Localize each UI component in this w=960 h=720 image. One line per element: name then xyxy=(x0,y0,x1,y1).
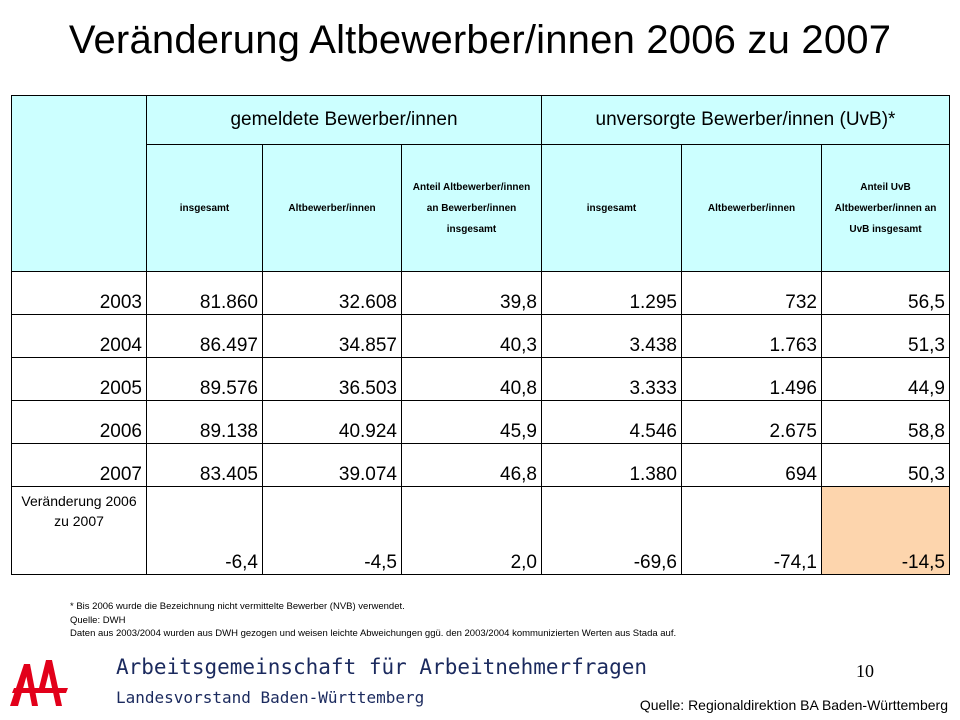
value-cell: 3.333 xyxy=(541,357,682,401)
value-cell: 32.608 xyxy=(262,271,402,315)
sub-header-cell: Anteil Altbewerber/innen an Bewerber/inn… xyxy=(401,144,542,272)
value-cell: 2.675 xyxy=(681,400,822,444)
source-note: Quelle: Regionaldirektion BA Baden-Württ… xyxy=(639,697,948,713)
org-subtitle: Landesvorstand Baden-Württemberg xyxy=(116,688,425,707)
table-row: 2003 81.860 32.608 39,8 1.295 732 56,5 xyxy=(11,271,950,315)
value-cell: 51,3 xyxy=(821,314,950,358)
change-row: Veränderung 2006 zu 2007 -6,4 -4,5 2,0 -… xyxy=(11,486,950,575)
group-header-gemeldete: gemeldete Bewerber/innen xyxy=(146,95,542,145)
footnote-nvb: * Bis 2006 wurde die Bezeichnung nicht v… xyxy=(70,601,405,612)
value-cell: 46,8 xyxy=(401,443,542,487)
page-number: 10 xyxy=(856,661,874,681)
group-header-unversorgte: unversorgte Bewerber/innen (UvB)* xyxy=(541,95,950,145)
footnote-source: Quelle: DWH xyxy=(70,614,126,626)
corner-cell xyxy=(11,95,147,272)
value-cell: 1.380 xyxy=(541,443,682,487)
data-table: gemeldete Bewerber/innen unversorgte Bew… xyxy=(11,95,950,575)
value-cell: 40,8 xyxy=(401,357,542,401)
table-row: 2004 86.497 34.857 40,3 3.438 1.763 51,3 xyxy=(11,314,950,358)
year-cell: 2003 xyxy=(11,271,147,315)
change-cell-highlighted: -14,5 xyxy=(821,486,950,575)
value-cell: 40,3 xyxy=(401,314,542,358)
value-cell: 50,3 xyxy=(821,443,950,487)
sub-header-cell: insgesamt xyxy=(541,144,682,272)
value-cell: 39.074 xyxy=(262,443,402,487)
value-cell: 45,9 xyxy=(401,400,542,444)
value-cell: 4.546 xyxy=(541,400,682,444)
afa-logo-icon xyxy=(10,660,68,706)
sub-header-cell: Altbewerber/innen xyxy=(262,144,402,272)
value-cell: 732 xyxy=(681,271,822,315)
footnotes: * Bis 2006 wurde die Bezeichnung nicht v… xyxy=(70,600,676,641)
value-cell: 89.576 xyxy=(146,357,263,401)
org-name: Arbeitsgemeinschaft für Arbeitnehmerfrag… xyxy=(116,655,648,679)
value-cell: 694 xyxy=(681,443,822,487)
change-cell: -74,1 xyxy=(681,486,822,575)
value-cell: 3.438 xyxy=(541,314,682,358)
table-row: 2005 89.576 36.503 40,8 3.333 1.496 44,9 xyxy=(11,357,950,401)
sub-header-cell: insgesamt xyxy=(146,144,263,272)
value-cell: 39,8 xyxy=(401,271,542,315)
value-cell: 83.405 xyxy=(146,443,263,487)
value-cell: 44,9 xyxy=(821,357,950,401)
value-cell: 89.138 xyxy=(146,400,263,444)
year-cell: 2006 xyxy=(11,400,147,444)
page-title: Veränderung Altbewerber/innen 2006 zu 20… xyxy=(68,18,892,62)
group-header-row: gemeldete Bewerber/innen unversorgte Bew… xyxy=(11,95,950,272)
change-cell: 2,0 xyxy=(401,486,542,575)
value-cell: 81.860 xyxy=(146,271,263,315)
year-cell: 2005 xyxy=(11,357,147,401)
value-cell: 1.496 xyxy=(681,357,822,401)
change-cell: -69,6 xyxy=(541,486,682,575)
value-cell: 36.503 xyxy=(262,357,402,401)
footnote-data-note: Daten aus 2003/2004 wurden aus DWH gezog… xyxy=(70,628,677,639)
table-row: 2007 83.405 39.074 46,8 1.380 694 50,3 xyxy=(11,443,950,487)
sub-header-cell: Anteil UvB Altbewerber/innen an UvB insg… xyxy=(821,144,950,272)
value-cell: 86.497 xyxy=(146,314,263,358)
value-cell: 1.295 xyxy=(541,271,682,315)
table-row: 2006 89.138 40.924 45,9 4.546 2.675 58,8 xyxy=(11,400,950,444)
value-cell: 40.924 xyxy=(262,400,402,444)
sub-header-cell: Altbewerber/innen xyxy=(681,144,822,272)
change-cell: -6,4 xyxy=(146,486,263,575)
year-cell: 2004 xyxy=(11,314,147,358)
change-label: Veränderung 2006 zu 2007 xyxy=(11,486,147,575)
value-cell: 34.857 xyxy=(262,314,402,358)
sub-header-row: insgesamt Altbewerber/innen Anteil Altbe… xyxy=(12,144,950,272)
value-cell: 1.763 xyxy=(681,314,822,358)
value-cell: 58,8 xyxy=(821,400,950,444)
value-cell: 56,5 xyxy=(821,271,950,315)
year-cell: 2007 xyxy=(11,443,147,487)
change-cell: -4,5 xyxy=(262,486,402,575)
